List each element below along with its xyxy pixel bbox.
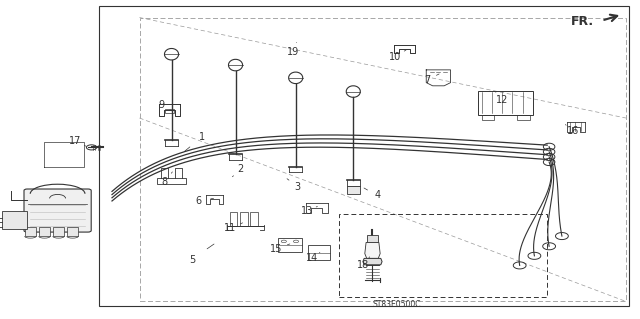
Text: 19: 19 — [287, 47, 300, 57]
Text: 8: 8 — [161, 177, 168, 187]
Bar — [140, 18, 626, 301]
FancyBboxPatch shape — [24, 189, 91, 232]
Text: 4: 4 — [374, 189, 381, 200]
Bar — [479, 91, 532, 115]
Text: 13: 13 — [301, 205, 314, 216]
Bar — [67, 227, 78, 236]
Bar — [230, 212, 237, 226]
Bar — [482, 115, 495, 120]
Bar — [517, 115, 529, 120]
Bar — [24, 227, 36, 236]
Text: 18: 18 — [357, 260, 370, 271]
Bar — [53, 227, 65, 236]
Text: 14: 14 — [306, 253, 319, 263]
Text: 10: 10 — [389, 52, 402, 63]
Text: 17: 17 — [69, 136, 82, 146]
Bar — [240, 212, 248, 226]
Bar — [250, 212, 258, 226]
Text: ST83E0500C: ST83E0500C — [372, 300, 421, 309]
Polygon shape — [365, 242, 380, 258]
Bar — [307, 245, 330, 260]
Bar — [165, 109, 174, 113]
Text: 6: 6 — [195, 196, 202, 206]
Text: 2: 2 — [237, 164, 243, 174]
Text: 16: 16 — [566, 126, 579, 136]
Bar — [347, 186, 360, 194]
Text: 7: 7 — [424, 75, 431, 85]
Text: FR.: FR. — [571, 15, 594, 28]
Bar — [157, 178, 186, 184]
Text: 1: 1 — [198, 132, 205, 142]
Bar — [278, 238, 302, 252]
Polygon shape — [363, 258, 382, 265]
Text: 9: 9 — [158, 100, 164, 110]
Bar — [367, 235, 378, 242]
Bar — [38, 227, 50, 236]
Text: 15: 15 — [270, 244, 283, 254]
Bar — [339, 214, 547, 297]
Bar — [99, 6, 629, 306]
Text: 12: 12 — [496, 94, 509, 105]
Text: 3: 3 — [294, 182, 301, 192]
Text: 11: 11 — [224, 223, 237, 233]
Bar — [1, 211, 27, 229]
Text: 5: 5 — [189, 255, 195, 265]
